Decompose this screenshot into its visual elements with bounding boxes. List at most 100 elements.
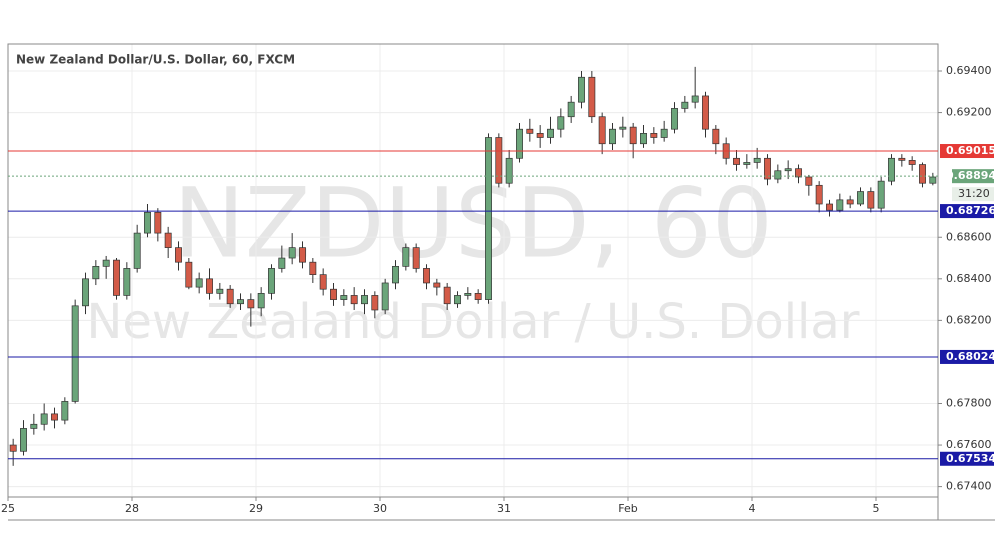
candle-body — [660, 128, 668, 138]
candle-body — [619, 126, 627, 130]
candle-body — [226, 288, 234, 305]
candle-body — [650, 133, 658, 138]
candle-body — [743, 162, 751, 165]
candle-body — [309, 261, 317, 276]
candle-body — [154, 211, 162, 234]
level-label-box — [940, 204, 994, 219]
candle-body — [640, 133, 647, 145]
candle-body — [567, 101, 575, 118]
level-label: 0.68726 — [946, 204, 996, 217]
x-tick-label: 5 — [873, 502, 880, 515]
candle-body — [908, 160, 916, 165]
candle-body — [474, 293, 482, 300]
candle-body — [319, 274, 327, 290]
candle-body — [268, 268, 275, 294]
candle-body — [671, 108, 678, 130]
candle-body — [702, 95, 709, 130]
candle-body — [516, 128, 523, 159]
candle-body — [350, 295, 358, 305]
candle-body — [919, 164, 926, 184]
candle-body — [288, 247, 296, 259]
last-price-box — [952, 169, 994, 184]
watermark: New Zealand Dollar / U.S. Dollar — [86, 294, 859, 350]
level-label: 0.67534 — [946, 452, 996, 465]
candle-body — [805, 176, 813, 186]
y-tick-label: 0.67600 — [946, 438, 992, 451]
candle-body — [753, 157, 761, 163]
candle-body — [485, 137, 492, 300]
candle-body — [247, 299, 255, 309]
watermark: NZDUSD, 60 — [173, 167, 773, 279]
y-tick-label: 0.68600 — [946, 230, 992, 243]
candle-body — [464, 293, 472, 296]
candle-body — [164, 232, 172, 248]
candle-body — [495, 137, 503, 184]
candle-body — [113, 259, 120, 296]
candle-body — [443, 286, 451, 305]
x-tick-label: 28 — [125, 502, 139, 515]
candle-body — [578, 76, 585, 103]
candle-body — [691, 95, 699, 103]
y-tick-label: 0.69400 — [946, 64, 992, 77]
x-tick-label: 4 — [749, 502, 756, 515]
candle-body — [598, 116, 606, 145]
candle-body — [330, 288, 337, 300]
candle-body — [340, 295, 348, 300]
candle-body — [846, 199, 854, 205]
candle-body — [888, 157, 895, 182]
candle-body — [877, 180, 885, 209]
x-tick-label: 29 — [249, 502, 263, 515]
candle-body — [826, 203, 833, 211]
last-price-label: 0.68894 — [946, 169, 996, 182]
candle-body — [784, 168, 792, 172]
candle-body — [82, 278, 89, 307]
candle-body — [381, 282, 389, 311]
candle-body — [175, 247, 182, 263]
candle-body — [526, 128, 534, 134]
candle-body — [836, 199, 844, 211]
x-tick-label: Feb — [618, 502, 637, 515]
candle-body — [454, 295, 461, 305]
candle-body — [733, 157, 740, 165]
x-tick-label: 31 — [497, 502, 511, 515]
candle-body — [681, 101, 689, 109]
candle-body — [629, 126, 637, 145]
candle-body — [361, 295, 368, 305]
candle-body — [867, 191, 875, 209]
candle-body — [9, 444, 17, 452]
candle-body — [795, 168, 802, 178]
candle-body — [774, 170, 782, 180]
countdown: 31:20 — [958, 187, 990, 200]
candle-body — [278, 257, 286, 269]
candle-body — [547, 128, 554, 138]
candle-body — [536, 133, 544, 138]
candle-body — [195, 278, 203, 288]
candle-body — [102, 259, 110, 267]
candle-body — [433, 282, 441, 288]
candle-body — [609, 128, 616, 145]
candle-body — [185, 261, 193, 288]
candle-body — [237, 299, 244, 305]
candle-body — [505, 157, 513, 184]
background-layer: NZDUSD, 60 New Zealand Dollar / U.S. Doll… — [7, 44, 938, 497]
level-label-box — [940, 451, 994, 466]
candle-body — [402, 247, 410, 267]
candle-body — [40, 413, 48, 425]
y-tick-label: 0.67800 — [946, 396, 992, 409]
candle-body — [588, 76, 596, 118]
candle-body — [20, 428, 27, 452]
candle-body — [51, 413, 58, 421]
candle-body — [61, 401, 69, 421]
candle-body — [712, 128, 720, 145]
chart-title: New Zealand Dollar/U.S. Dollar, 60, FXCM — [16, 53, 295, 67]
candle-body — [423, 268, 430, 284]
candle-body — [71, 305, 79, 402]
candle-body — [557, 116, 565, 130]
candle-body — [92, 265, 100, 280]
candle-body — [206, 278, 213, 294]
candle-body — [929, 176, 937, 184]
level-label-box — [940, 349, 994, 364]
candle-body — [144, 211, 151, 234]
candle-body — [216, 288, 224, 294]
